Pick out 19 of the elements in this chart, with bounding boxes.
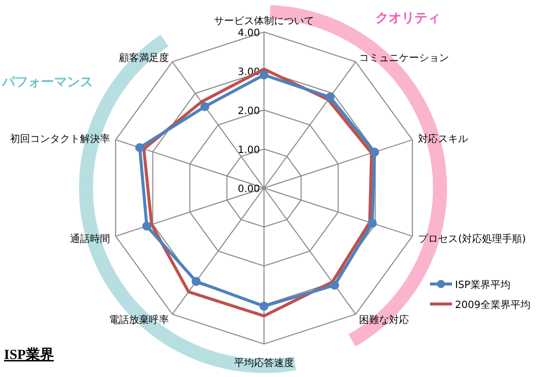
spoke-label: 通話時間 — [70, 233, 110, 246]
spoke-label: 対応スキル — [418, 132, 468, 145]
legend-label: 2009全業界平均 — [455, 299, 530, 311]
legend-label: ISP業界平均 — [455, 279, 510, 291]
spoke-label: 平均応答速度 — [234, 357, 294, 369]
text: ISP業界 — [4, 347, 54, 363]
spoke-label: プロセス(対応処理手順) — [418, 233, 526, 246]
y-tick-label: 2.00 — [238, 106, 260, 117]
spoke-label: 顧客満足度 — [118, 52, 169, 64]
y-tick-label: 1.00 — [238, 145, 260, 156]
y-tick-label: 0.00 — [238, 184, 260, 195]
spoke-label: 電話放棄呼率 — [108, 314, 169, 326]
spoke-label: 初回コンタクト解決率 — [10, 132, 110, 145]
text: パフォーマンス — [1, 75, 93, 90]
spoke-label: 困難な対応 — [359, 314, 410, 326]
spoke-label: コミュニケーション — [359, 52, 450, 64]
y-tick-label: 4.00 — [238, 28, 260, 39]
text: クオリティ — [376, 11, 440, 26]
spoke-label: サービス体制について — [214, 15, 314, 27]
